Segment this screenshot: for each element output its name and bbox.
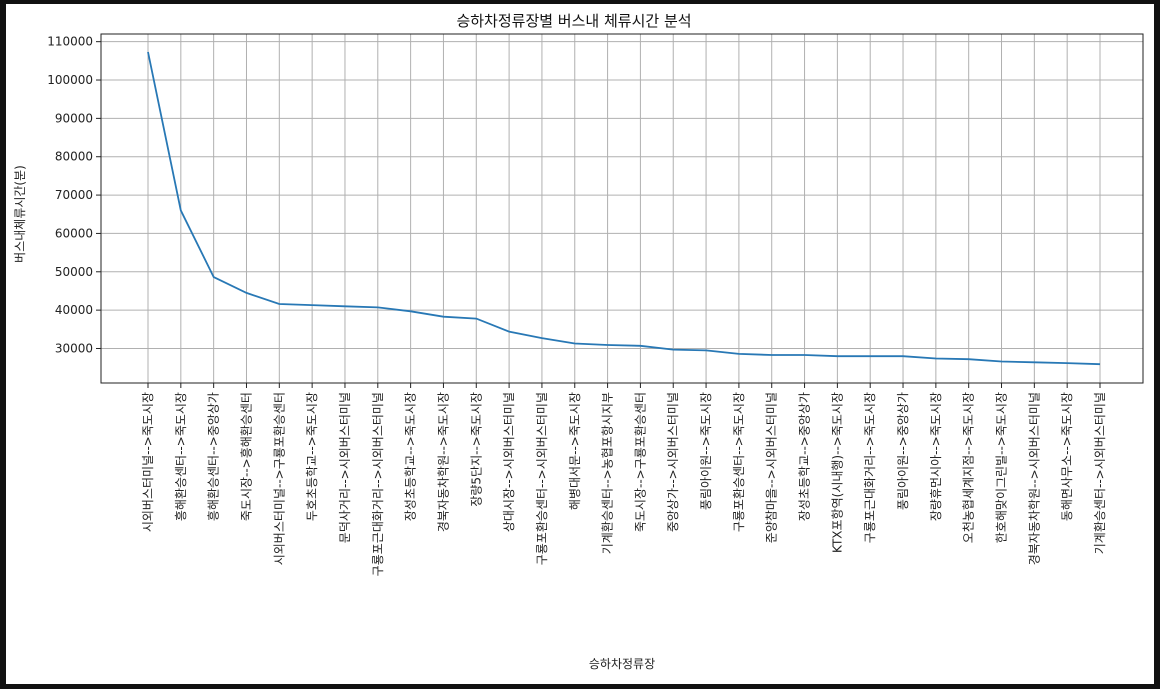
x-axis-ticks: 시외버스터미널-->죽도시장 흥해환승센터-->죽도시장 흥해환승센터-->중앙상가…: [141, 383, 1107, 576]
y-tick-label: 110000: [47, 35, 93, 49]
y-tick-label: 100000: [47, 73, 93, 87]
x-tick-label: 동해면사무소-->죽도시장: [1060, 392, 1074, 521]
data-point: [1000, 360, 1003, 363]
data-point: [343, 305, 346, 308]
x-tick-label: 구룡포근대화거리-->시외버스터미널: [371, 392, 385, 576]
y-tick-label: 50000: [55, 265, 93, 279]
grid-lines: [101, 34, 1143, 383]
x-tick-label: 구룡포환승센터-->죽도시장: [732, 392, 746, 532]
x-tick-label: 장량휴먼시아-->죽도시장: [929, 392, 943, 521]
data-point: [245, 291, 248, 294]
data-point: [573, 342, 576, 345]
x-tick-label: 한호해맞이그린빌-->죽도시장: [995, 392, 1009, 543]
line-chart: 승하차정류장별 버스내 체류시간 분석 30000 40000 50000 60000…: [13, 12, 1144, 671]
x-tick-label: 기계환승센터-->농협포항시지부: [601, 392, 615, 554]
x-tick-label: 죽도시장-->흥해환승센터: [239, 392, 253, 521]
x-tick-label: 경북자동차학원-->죽도시장: [436, 392, 450, 532]
data-point: [902, 355, 905, 358]
x-tick-label: 중앙상가-->시외버스터미널: [666, 392, 680, 532]
y-tick-label: 90000: [55, 111, 93, 125]
data-point: [934, 357, 937, 360]
x-tick-label: KTX포항역(시내행)-->죽도시장: [829, 392, 844, 553]
y-axis-ticks: 30000 40000 50000 60000 70000 80000 90000 10000…: [47, 35, 101, 355]
y-tick-label: 70000: [55, 188, 93, 202]
data-point: [376, 306, 379, 309]
x-tick-label: 구룡포근대화거리-->죽도시장: [863, 392, 877, 543]
data-points: [147, 51, 1102, 366]
data-point: [278, 302, 281, 305]
y-tick-label: 80000: [55, 150, 93, 164]
data-point: [836, 355, 839, 358]
data-point: [803, 354, 806, 357]
x-tick-label: 상대시장-->시외버스터미널: [502, 392, 516, 532]
series-line: [147, 51, 1101, 366]
x-tick-label: 문덕사거리-->시외버스터미널: [338, 392, 352, 543]
x-tick-label: 구룡포환승센터-->시외버스터미널: [535, 392, 549, 565]
y-tick-label: 40000: [55, 303, 93, 317]
data-point: [737, 352, 740, 355]
data-point: [1033, 361, 1036, 364]
x-tick-label: 풍림아이원-->중앙상가: [896, 392, 910, 510]
chart-figure: 승하차정류장별 버스내 체류시간 분석 30000 40000 50000 60000…: [6, 4, 1154, 684]
data-point: [179, 209, 182, 212]
data-point: [475, 317, 478, 320]
data-point: [1099, 363, 1102, 366]
y-tick-label: 60000: [55, 226, 93, 240]
data-point: [409, 310, 412, 313]
x-tick-label: 오천농협세계지점-->죽도시장: [961, 392, 976, 543]
x-tick-label: 시외버스터미널-->구룡포환승센터: [272, 392, 286, 565]
data-point: [311, 304, 314, 307]
x-tick-label: 기계환승센터-->시외버스터미널: [1093, 392, 1107, 554]
data-point: [869, 355, 872, 358]
y-axis-title: 버스내체류시간(분): [13, 165, 27, 263]
x-tick-label: 흥해환승센터-->죽도시장: [174, 392, 188, 521]
data-point: [606, 344, 609, 347]
y-tick-label: 30000: [55, 341, 93, 355]
data-point: [672, 348, 675, 351]
data-point: [540, 337, 543, 340]
data-point: [442, 315, 445, 318]
x-tick-label: 장성초등학교-->죽도시장: [404, 392, 418, 521]
x-tick-label: 준양참마을-->시외버스터미널: [765, 392, 779, 543]
x-tick-label: 흥해환승센터-->중앙상가: [207, 392, 221, 521]
data-point: [770, 354, 773, 357]
x-axis-title: 승하차정류장: [589, 657, 655, 671]
x-tick-label: 두호초등학교-->죽도시장: [305, 392, 319, 521]
x-tick-label: 경북자동차학원-->시외버스터미널: [1027, 392, 1041, 565]
data-point: [147, 51, 150, 54]
x-tick-label: 시외버스터미널-->죽도시장: [141, 392, 155, 532]
x-tick-label: 장성초등학교-->중앙상가: [798, 392, 812, 521]
x-tick-label: 해병대서문-->죽도시장: [568, 392, 582, 510]
data-point: [967, 358, 970, 361]
plot-area-frame: [100, 33, 1144, 384]
data-point: [508, 330, 511, 333]
data-point: [705, 349, 708, 352]
data-point: [639, 344, 642, 347]
chart-title: 승하차정류장별 버스내 체류시간 분석: [456, 12, 691, 30]
x-tick-label: 죽도시장-->구룡포환승센터: [633, 392, 647, 532]
x-tick-label: 풍림아이원-->죽도시장: [699, 392, 713, 510]
x-tick-label: 장량5단지-->죽도시장: [469, 392, 483, 507]
data-point: [1066, 362, 1069, 365]
data-point: [212, 276, 215, 279]
